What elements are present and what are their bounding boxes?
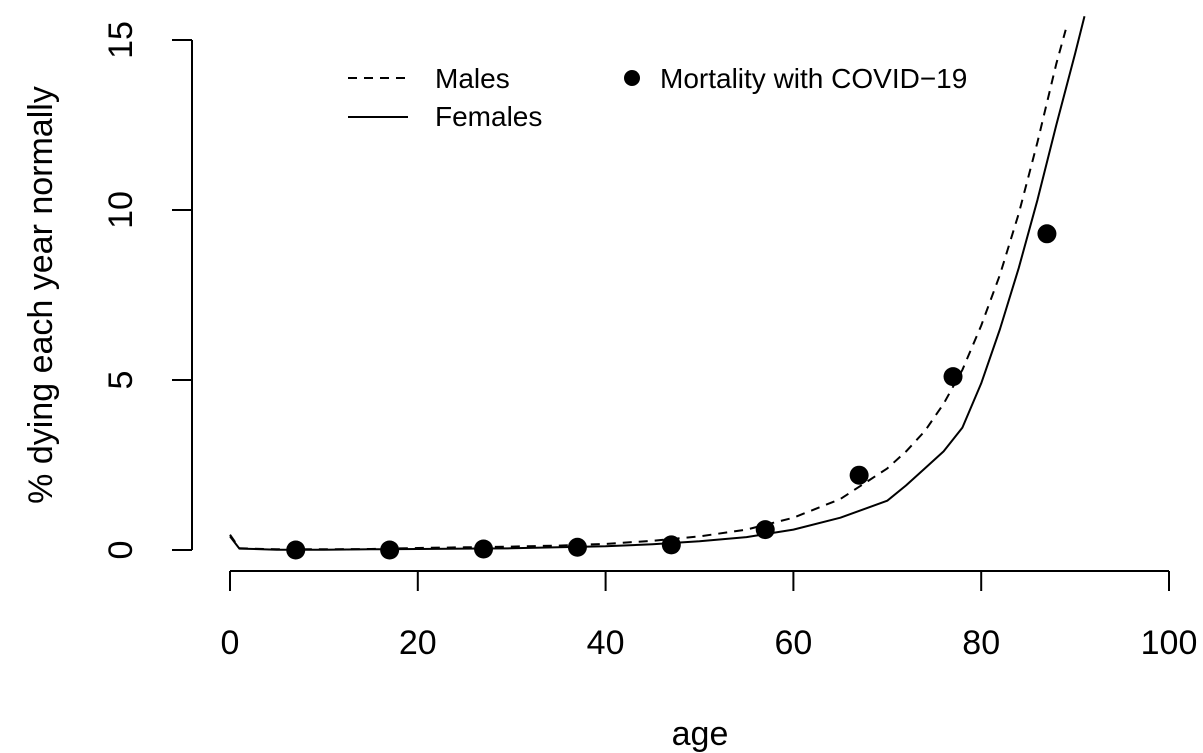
x-tick-label: 100: [1141, 624, 1198, 662]
covid-mortality-point: [849, 465, 869, 485]
females-line: [229, 15, 1086, 551]
covid-mortality-point: [567, 537, 587, 557]
legend: Males Females Mortality with COVID−19: [348, 63, 967, 132]
legend-label-males: Males: [435, 63, 510, 94]
legend-label-covid: Mortality with COVID−19: [660, 63, 967, 94]
x-tick-label: 0: [221, 624, 240, 662]
y-axis: 0 5 10 15: [102, 21, 193, 560]
y-axis-title: % dying each year normally: [22, 86, 60, 504]
covid-mortality-point: [380, 540, 400, 560]
covid-mortality-point: [943, 367, 963, 387]
x-tick-label: 60: [774, 624, 812, 662]
y-tick-label: 0: [102, 541, 140, 560]
y-tick-label: 15: [102, 21, 140, 59]
y-tick-label: 10: [102, 191, 140, 229]
x-axis: 0 20 40 60 80 100: [221, 570, 1198, 662]
covid-mortality-point: [1037, 224, 1057, 244]
x-axis-title: age: [672, 715, 729, 753]
x-tick-label: 80: [962, 624, 1000, 662]
y-tick-label: 5: [102, 371, 140, 390]
covid-mortality-point: [286, 540, 306, 560]
legend-label-females: Females: [435, 101, 542, 132]
covid-mortality-point: [661, 535, 681, 555]
x-tick-label: 40: [587, 624, 625, 662]
legend-swatch-covid: [624, 70, 640, 86]
series-layer: [229, 15, 1086, 560]
x-tick-label: 20: [399, 624, 437, 662]
males-line: [229, 29, 1067, 551]
covid-mortality-point: [755, 520, 775, 540]
covid-mortality-point: [474, 539, 494, 559]
